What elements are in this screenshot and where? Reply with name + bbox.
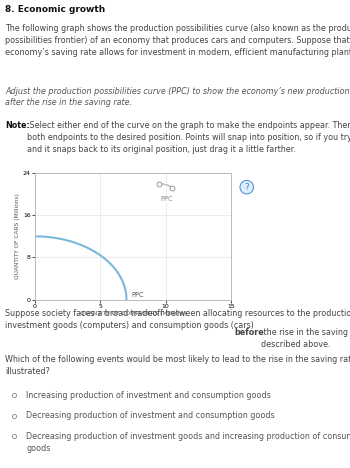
Text: Note:: Note: [5,121,30,130]
Text: Decreasing production of investment goods and increasing production of consumpti: Decreasing production of investment good… [26,432,350,453]
Text: PPC: PPC [160,196,173,202]
Text: The following graph shows the production possibilities curve (also known as the : The following graph shows the production… [5,24,350,57]
Text: 8. Economic growth: 8. Economic growth [5,5,105,14]
Text: Select either end of the curve on the graph to make the endpoints appear. Then d: Select either end of the curve on the gr… [27,121,350,154]
Text: ?: ? [244,183,249,192]
Text: Adjust the production possibilities curve (PPC) to show the economy’s new produc: Adjust the production possibilities curv… [5,87,350,107]
X-axis label: QUANTITY OF COMPUTERS (Millions): QUANTITY OF COMPUTERS (Millions) [80,312,186,316]
Text: before: before [234,328,264,337]
Text: Increasing production of investment and consumption goods: Increasing production of investment and … [26,391,271,400]
Text: the rise in the saving rate
described above.: the rise in the saving rate described ab… [261,328,350,349]
Text: PPC: PPC [132,292,144,298]
Text: Decreasing production of investment and consumption goods: Decreasing production of investment and … [26,411,275,420]
Text: Which of the following events would be most likely to lead to the rise in the sa: Which of the following events would be m… [5,355,350,376]
Text: Suppose society faces a broad tradeoff between allocating resources to the produ: Suppose society faces a broad tradeoff b… [5,309,350,330]
Y-axis label: QUANTITY OF CARS (Millions): QUANTITY OF CARS (Millions) [15,193,20,279]
